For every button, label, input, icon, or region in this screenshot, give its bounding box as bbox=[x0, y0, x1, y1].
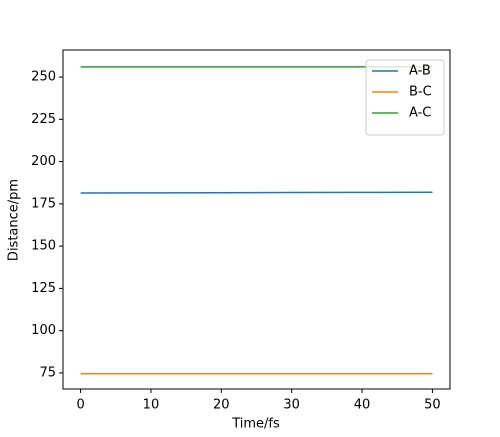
y-tick-label: 175 bbox=[31, 196, 56, 211]
x-tick-label: 30 bbox=[283, 398, 300, 413]
legend-label: A-C bbox=[409, 106, 431, 121]
legend-box bbox=[365, 59, 445, 136]
y-tick-label: 75 bbox=[39, 365, 56, 380]
y-tick-label: 100 bbox=[31, 323, 56, 338]
x-tick-label: 0 bbox=[76, 398, 84, 413]
x-tick-label: 10 bbox=[143, 398, 160, 413]
line bbox=[80, 191, 433, 194]
y-axis-label: Distance/pm bbox=[7, 179, 22, 261]
plot-frame bbox=[62, 49, 451, 390]
x-tick-label: 50 bbox=[424, 398, 441, 413]
y-tick-label: 200 bbox=[31, 154, 56, 169]
x-tick-label: 40 bbox=[354, 398, 371, 413]
y-tick-label: 125 bbox=[31, 281, 56, 296]
legend-label: A-B bbox=[409, 64, 431, 79]
legend-label: B-C bbox=[409, 85, 432, 100]
y-tick-label: 225 bbox=[31, 112, 56, 127]
x-axis-label: Time/fs bbox=[231, 417, 280, 432]
x-tick-label: 20 bbox=[213, 398, 230, 413]
y-tick-label: 150 bbox=[31, 239, 56, 254]
y-tick-label: 250 bbox=[31, 70, 56, 85]
